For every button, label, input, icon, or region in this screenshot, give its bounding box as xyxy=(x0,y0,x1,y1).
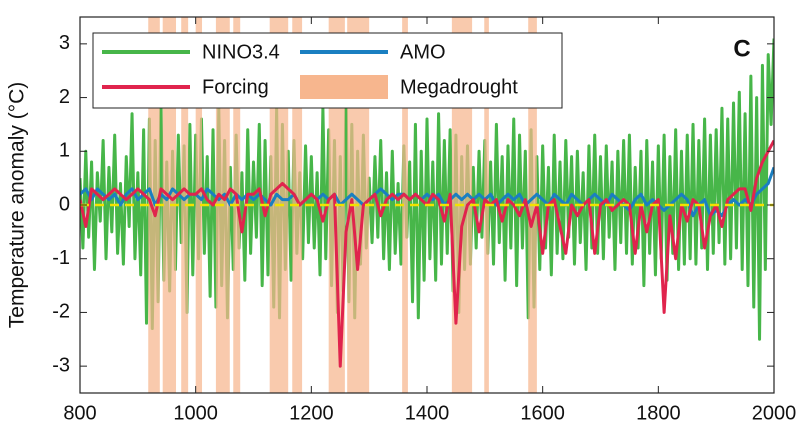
megadrought-band xyxy=(162,17,177,393)
y-tick-label: 3 xyxy=(59,32,70,54)
y-tick-label: 0 xyxy=(59,193,70,215)
x-tick-label: 1200 xyxy=(289,402,334,424)
megadrought-band xyxy=(402,17,408,393)
legend-label: AMO xyxy=(400,41,446,63)
x-tick-label: 1800 xyxy=(636,402,681,424)
megadrought-band xyxy=(195,17,203,393)
legend-label: Forcing xyxy=(202,76,269,98)
x-tick-label: 800 xyxy=(63,402,96,424)
legend-swatch xyxy=(300,75,388,99)
legend-label: Megadrought xyxy=(400,76,518,98)
plot-content xyxy=(80,17,774,393)
x-tick-label: 1600 xyxy=(520,402,565,424)
x-tick-label: 2000 xyxy=(752,402,797,424)
x-tick-label: 1400 xyxy=(405,402,450,424)
y-axis-label: Temperature anomaly (°C) xyxy=(6,82,29,328)
y-tick-label: -2 xyxy=(52,301,70,323)
y-tick-label: 1 xyxy=(59,140,70,162)
x-tick-label: 1000 xyxy=(173,402,218,424)
megadrought-band xyxy=(181,17,189,393)
y-tick-label: 2 xyxy=(59,86,70,108)
panel-label: C xyxy=(733,35,750,62)
legend: NINO3.4 AMO Forcing Megadrought xyxy=(92,32,563,109)
y-tick-label: -3 xyxy=(52,354,70,376)
y-tick-label: -1 xyxy=(52,247,70,269)
legend-label: NINO3.4 xyxy=(202,41,280,63)
